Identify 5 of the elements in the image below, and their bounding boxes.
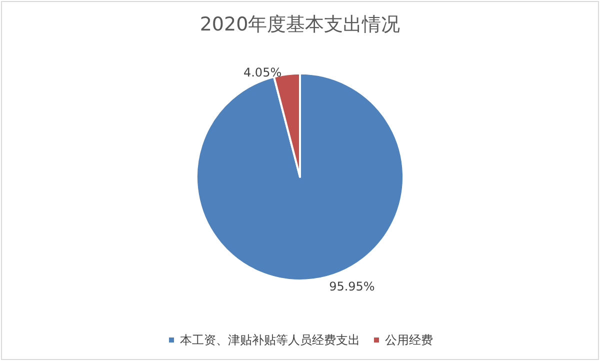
legend-label: 公用经费 — [385, 333, 433, 347]
data-label: 95.95% — [329, 279, 375, 294]
chart-title: 2020年度基本支出情况 — [200, 14, 400, 36]
legend-label: 本工资、津贴补贴等人员经费支出 — [180, 333, 360, 347]
data-label: 4.05% — [243, 65, 282, 80]
